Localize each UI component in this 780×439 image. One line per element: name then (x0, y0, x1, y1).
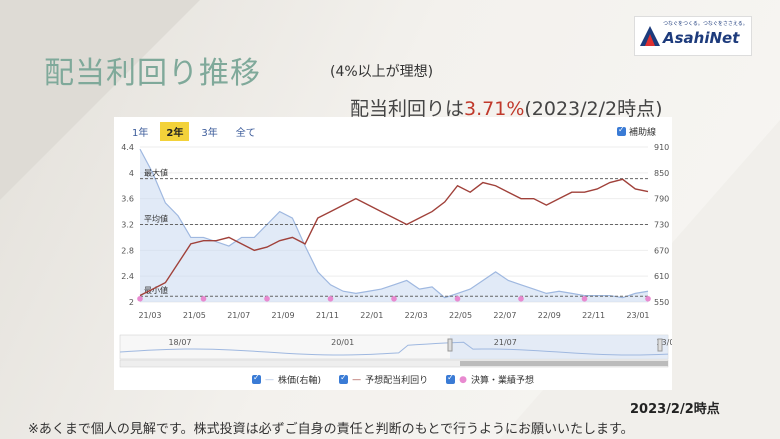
as-of-date: 2023/2/2時点 (630, 402, 720, 417)
event-marker[interactable] (581, 295, 588, 302)
chart-legend: — 株価(右軸) — 予想配当利回り ● 決算・業績予想 (114, 373, 672, 386)
legend-yield-label: 予想配当利回り (365, 376, 429, 386)
yield-prefix: 配当利回りは (350, 98, 465, 120)
event-marker[interactable] (391, 295, 397, 302)
event-marker[interactable] (645, 295, 651, 302)
event-marker[interactable] (264, 295, 270, 302)
reference-line-label: 最小値 (144, 285, 168, 295)
disclaimer: ※あくまで個人の見解です。株式投資は必ずご自身の責任と判断のもとで行うようにお願… (28, 422, 634, 437)
event-marker[interactable] (454, 295, 461, 302)
legend-yield[interactable]: — 予想配当利回り (339, 373, 428, 386)
y-left-tick-label: 4.4 (121, 143, 134, 152)
page-subtitle: (4%以上が理想) (330, 64, 434, 80)
y-right-tick-label: 670 (654, 246, 669, 255)
legend-price[interactable]: — 株価(右軸) (252, 373, 321, 386)
chart-plot: 4.4 4 3.6 3.2 2.8 2.4 2 910 850 790 730 670 610 550 最大… (119, 143, 672, 368)
navigator-handle-right[interactable] (657, 338, 663, 352)
y-left-tick-label: 2.8 (121, 246, 134, 255)
event-dot-swatch-icon: ● (459, 374, 467, 385)
event-marker[interactable] (137, 295, 143, 302)
checkbox-icon[interactable] (616, 125, 626, 136)
tab-1y[interactable]: 1年 (132, 128, 149, 139)
y-left-tick-label: 2 (129, 298, 134, 307)
price-series-line (139, 148, 649, 299)
checkbox-icon[interactable] (446, 373, 456, 384)
checkbox-icon[interactable] (339, 373, 349, 384)
x-tick-label: 21/11 (316, 311, 339, 320)
x-tick-label: 22/03 (405, 311, 428, 320)
x-tick-label: 21/09 (272, 311, 295, 320)
y-right-tick-label: 850 (654, 169, 669, 178)
aux-line-label: 補助線 (628, 128, 656, 138)
scrollbar-thumb[interactable] (460, 361, 668, 366)
y-left-tick-label: 3.2 (121, 221, 134, 230)
chart-panel: 1年 2年 3年 全て 補助線 4.4 4 3.6 3.2 2.8 2.4 2 910 850 7… (114, 117, 672, 390)
checkbox-icon[interactable] (252, 373, 262, 384)
y-left-tick-label: 3.6 (121, 195, 134, 204)
legend-price-label: 株価(右軸) (278, 376, 322, 386)
navigator-handle-left[interactable] (447, 338, 453, 352)
y-right-tick-label: 910 (654, 143, 669, 152)
x-tick-label: 23/01 (626, 311, 649, 320)
legend-events[interactable]: ● 決算・業績予想 (446, 373, 534, 386)
aux-line-toggle[interactable]: 補助線 (616, 125, 656, 138)
y-left-tick-label: 2.4 (121, 272, 134, 281)
x-tick-label: 22/11 (582, 311, 605, 320)
x-tick-label: 21/03 (138, 311, 161, 320)
yield-value: 3.71% (464, 98, 525, 120)
reference-line-label: 平均値 (144, 214, 168, 224)
asahinet-logo: つなぐをつくる。つなぐをささえる。 AsahiNet (634, 16, 752, 56)
legend-events-label: 決算・業績予想 (470, 376, 534, 386)
tab-all[interactable]: 全て (235, 128, 256, 139)
current-yield: 配当利回りは3.71%(2023/2/2時点) (350, 94, 663, 121)
navigator-tick-label: 20/01 (331, 338, 354, 347)
logo-tagline: つなぐをつくる。つなぐをささえる。 (663, 21, 748, 27)
x-tick-label: 21/07 (227, 311, 250, 320)
logo-mark-icon (640, 26, 660, 46)
x-tick-label: 22/09 (538, 311, 561, 320)
logo-name: AsahiNet (663, 29, 740, 47)
range-tabs: 1年 2年 3年 全て (126, 122, 262, 141)
x-tick-label: 22/07 (493, 311, 516, 320)
yield-series-line (139, 178, 649, 297)
y-right-tick-label: 790 (654, 195, 669, 204)
price-line-swatch-icon: — (265, 374, 275, 385)
price-area (140, 149, 648, 302)
y-right-tick-label: 550 (654, 298, 669, 307)
x-tick-label: 22/05 (449, 311, 472, 320)
tab-3y[interactable]: 3年 (201, 128, 218, 139)
event-marker[interactable] (518, 295, 524, 302)
navigator-tick-label: 23/01 (656, 338, 672, 347)
page-title: 配当利回り推移 (44, 56, 261, 91)
x-tick-label: 22/01 (360, 311, 383, 320)
event-marker[interactable] (327, 295, 334, 302)
y-right-tick-label: 610 (654, 272, 669, 281)
yield-suffix: (2023/2/2時点) (524, 98, 663, 120)
event-marker[interactable] (200, 295, 207, 302)
y-right-tick-label: 730 (654, 221, 669, 230)
navigator-tick-label: 18/07 (168, 338, 191, 347)
navigator-tick-label: 21/07 (494, 338, 517, 347)
yield-line-swatch-icon: — (352, 374, 362, 385)
navigator-series-line (119, 341, 669, 356)
tab-2y[interactable]: 2年 (160, 122, 190, 141)
reference-line-label: 最大値 (144, 168, 168, 178)
x-tick-label: 21/05 (183, 311, 206, 320)
y-left-tick-label: 4 (129, 169, 134, 178)
